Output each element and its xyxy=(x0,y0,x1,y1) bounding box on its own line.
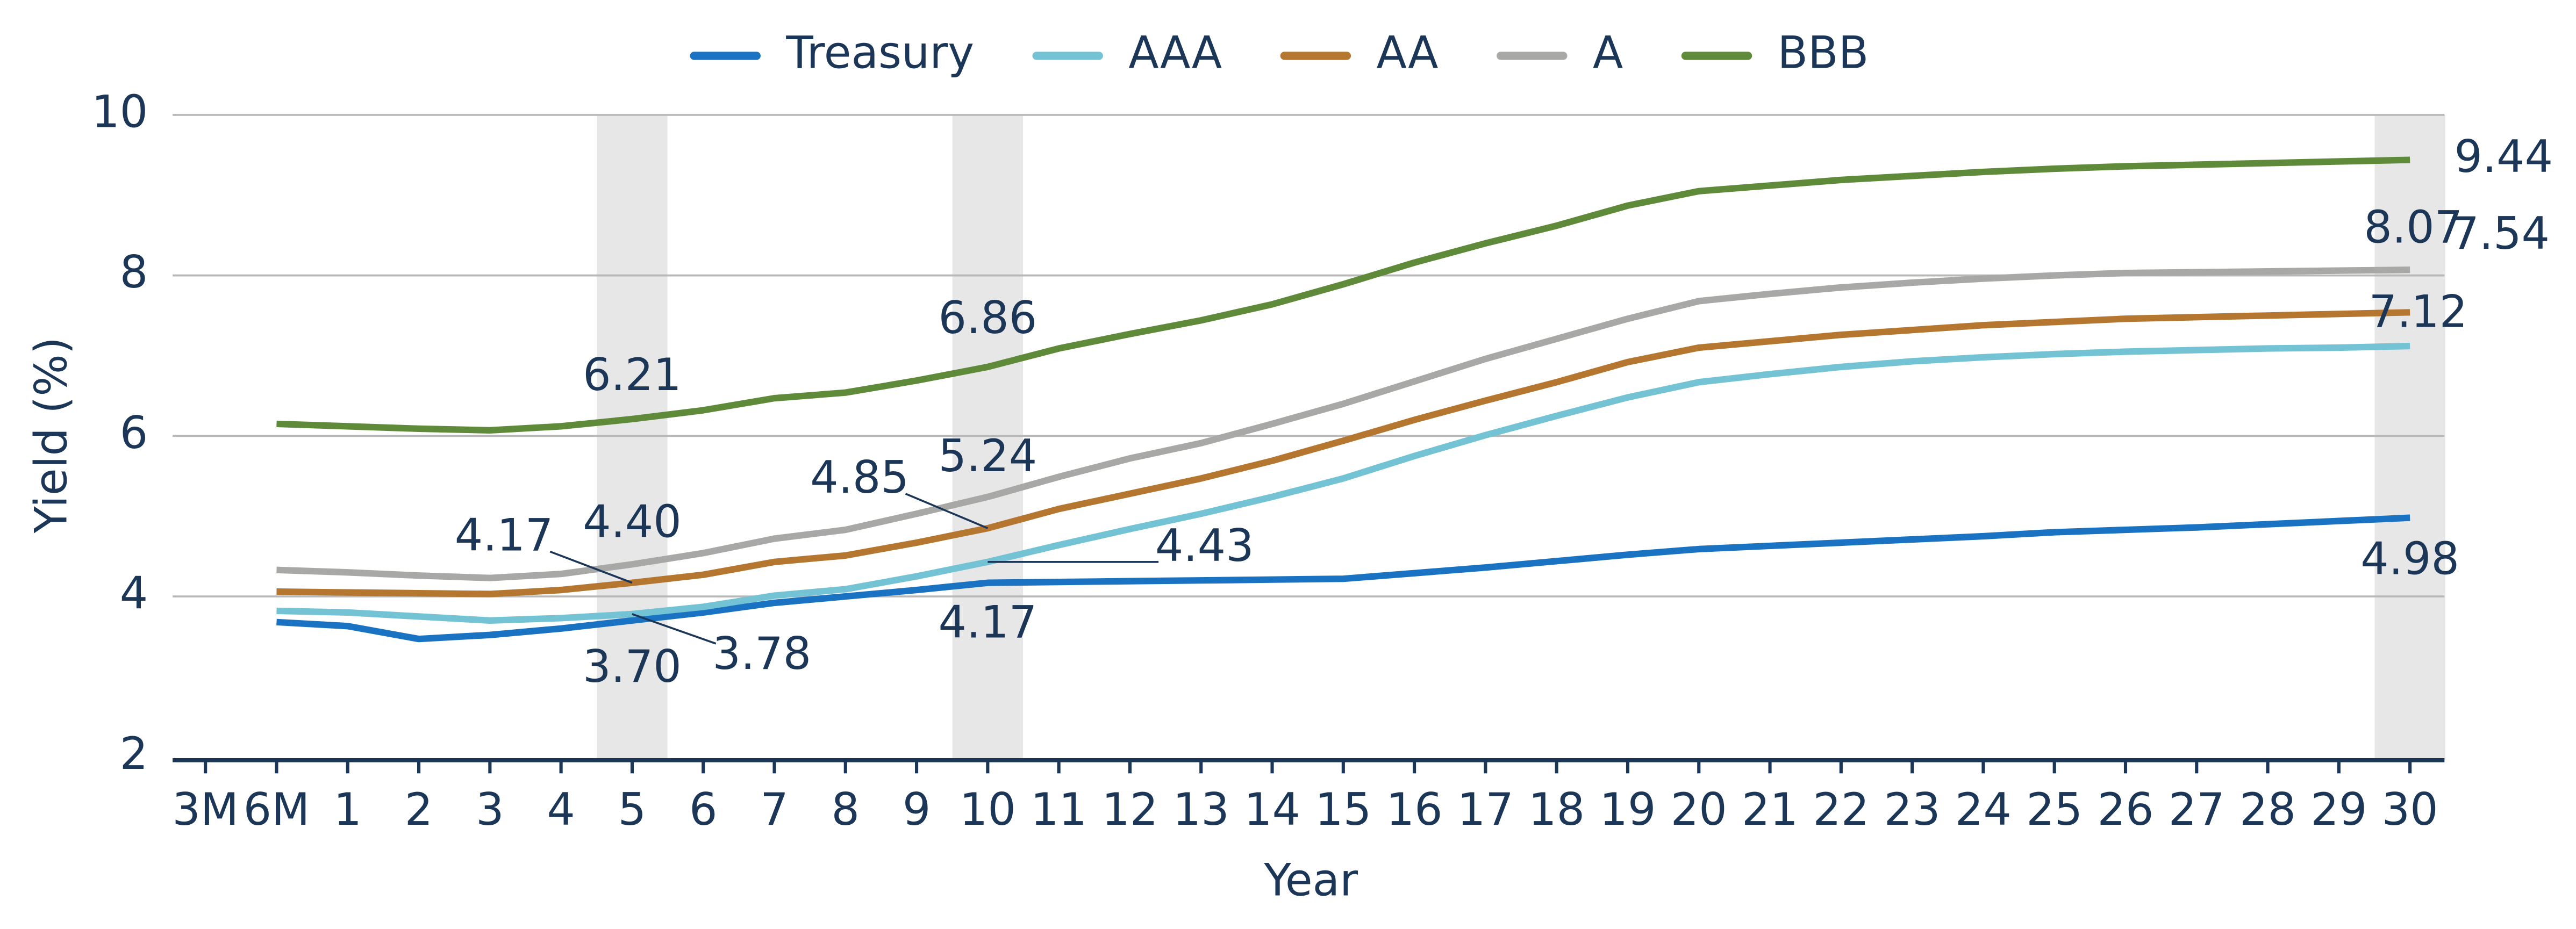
legend-label: AAA xyxy=(1128,27,1222,78)
x-tick-label: 28 xyxy=(2239,784,2296,836)
x-tick-label: 2 xyxy=(405,784,433,836)
leader-line xyxy=(632,613,717,645)
legend-label: Treasury xyxy=(785,27,974,78)
x-tick-label: 17 xyxy=(1457,784,1514,836)
x-tick-label: 27 xyxy=(2169,784,2225,836)
x-tick-label: 6M xyxy=(244,784,310,836)
legend-label: BBB xyxy=(1778,27,1869,78)
data-label: 4.40 xyxy=(583,496,682,548)
y-axis-title: Yield (%) xyxy=(26,337,77,534)
legend-label: AA xyxy=(1376,27,1438,78)
legend-item: AAA xyxy=(1032,27,1222,78)
data-label: 9.44 xyxy=(2454,131,2553,183)
leader-line xyxy=(549,550,633,584)
x-tick-label: 22 xyxy=(1813,784,1869,836)
legend-item: AA xyxy=(1280,27,1439,78)
highlight-bands xyxy=(597,114,2445,760)
series-line xyxy=(276,514,2410,643)
data-label: 7.54 xyxy=(2451,208,2550,260)
x-tick-label: 11 xyxy=(1031,784,1087,836)
x-tick-label: 7 xyxy=(760,784,789,836)
x-tick-label: 23 xyxy=(1884,784,1941,836)
data-label: 5.24 xyxy=(939,430,1037,482)
x-tick-label: 26 xyxy=(2097,784,2153,836)
x-tick-label: 29 xyxy=(2310,784,2367,836)
x-tick-label: 18 xyxy=(1528,784,1585,836)
x-tick-label: 8 xyxy=(832,784,860,836)
x-tick-label: 12 xyxy=(1101,784,1158,836)
legend-item: Treasury xyxy=(690,27,974,78)
legend: Treasury AAA AA A BBB xyxy=(690,27,1869,78)
leader-line xyxy=(905,493,989,529)
legend-item: A xyxy=(1497,27,1623,78)
x-tick-label: 10 xyxy=(960,784,1016,836)
y-tick-label: 4 xyxy=(120,567,148,619)
highlight-band xyxy=(597,114,668,760)
x-tick-label: 13 xyxy=(1173,784,1229,836)
highlight-band xyxy=(2374,114,2445,760)
x-tick-label: 21 xyxy=(1742,784,1798,836)
data-label: 7.12 xyxy=(2369,286,2468,337)
x-tick-label: 6 xyxy=(689,784,718,836)
y-tick-label: 2 xyxy=(120,728,148,780)
x-tick-label: 30 xyxy=(2382,784,2438,836)
x-tick-label: 9 xyxy=(903,784,931,836)
data-label: 4.17 xyxy=(939,597,1037,649)
data-label: 4.17 xyxy=(455,510,554,561)
x-tick-label: 14 xyxy=(1244,784,1300,836)
data-label: 6.86 xyxy=(939,292,1037,344)
data-label: 3.70 xyxy=(583,641,682,693)
data-label: 6.21 xyxy=(583,349,682,401)
series-line xyxy=(276,342,2410,624)
y-tick-label: 10 xyxy=(91,86,148,138)
legend-item: BBB xyxy=(1681,27,1869,78)
series-line xyxy=(276,156,2410,434)
x-tick-label: 19 xyxy=(1599,784,1656,836)
x-axis-title: Year xyxy=(1263,855,1358,906)
x-tick-label: 3M xyxy=(172,784,239,836)
x-tick-label: 15 xyxy=(1315,784,1371,836)
series-line xyxy=(276,267,2410,581)
highlight-band xyxy=(952,114,1024,760)
x-tick-label: 5 xyxy=(618,784,647,836)
legend-label: A xyxy=(1593,27,1623,78)
x-tick-label: 4 xyxy=(547,784,575,836)
x-tick-label: 25 xyxy=(2026,784,2083,836)
data-label: 4.43 xyxy=(1155,520,1254,572)
data-label: 8.07 xyxy=(2364,201,2463,253)
x-tick-label: 3 xyxy=(476,784,504,836)
data-label: 3.78 xyxy=(712,628,811,680)
x-tick-label: 24 xyxy=(1955,784,2012,836)
x-tick-label: 16 xyxy=(1386,784,1443,836)
data-label: 4.98 xyxy=(2360,534,2459,585)
y-tick-label: 8 xyxy=(120,247,148,298)
data-label: 4.85 xyxy=(810,452,909,503)
y-tick-label: 6 xyxy=(120,407,148,459)
x-tick-label: 1 xyxy=(334,784,362,836)
x-tick-label: 20 xyxy=(1671,784,1727,836)
